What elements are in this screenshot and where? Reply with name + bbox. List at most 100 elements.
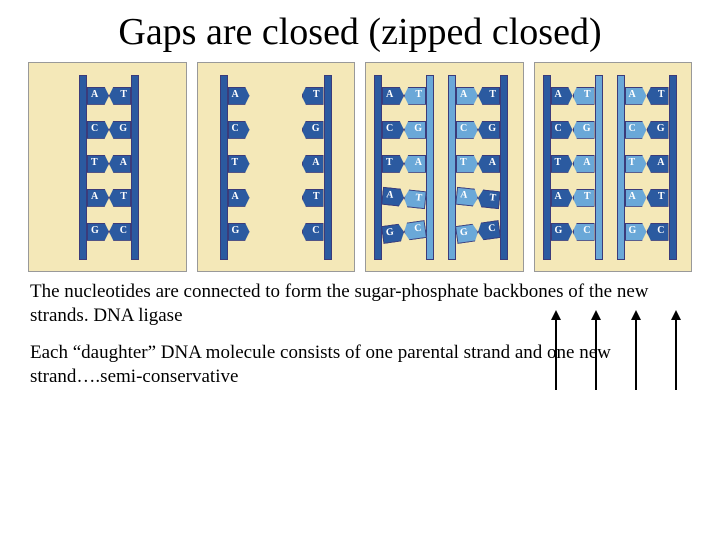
panel-1: ATCGTAATGC bbox=[28, 62, 187, 272]
base-pair: CG bbox=[382, 121, 426, 139]
base-a: A bbox=[87, 87, 109, 105]
base-left: G bbox=[228, 223, 250, 241]
base-t: T bbox=[573, 189, 595, 207]
base-t: T bbox=[109, 189, 131, 207]
arrow-up-icon bbox=[675, 318, 677, 390]
base-left: T bbox=[228, 155, 250, 173]
base-right: A bbox=[302, 155, 324, 173]
base-pair: AT bbox=[551, 189, 595, 207]
base-left: A bbox=[228, 87, 250, 105]
base-t: T bbox=[647, 189, 669, 207]
backbone-parent bbox=[79, 75, 87, 260]
result-arrows bbox=[555, 318, 677, 390]
base-t: T bbox=[403, 189, 427, 209]
base-g: G bbox=[551, 223, 573, 241]
base-a: A bbox=[302, 155, 324, 173]
base-pair: AT bbox=[87, 87, 131, 105]
base-t: T bbox=[302, 87, 324, 105]
base-c: C bbox=[403, 220, 427, 241]
base-g: G bbox=[228, 223, 250, 241]
base-c: C bbox=[228, 121, 250, 139]
backbone-new bbox=[617, 75, 625, 260]
base-t: T bbox=[647, 87, 669, 105]
base-t: T bbox=[625, 155, 647, 173]
base-pair: AT bbox=[625, 189, 669, 207]
base-pair: TA bbox=[456, 155, 500, 173]
base-t: T bbox=[302, 189, 324, 207]
base-a: A bbox=[404, 155, 426, 173]
base-pair: AT bbox=[456, 87, 500, 105]
base-pair: CG bbox=[551, 121, 595, 139]
base-g: G bbox=[647, 121, 669, 139]
base-a: A bbox=[87, 189, 109, 207]
page-title: Gaps are closed (zipped closed) bbox=[0, 0, 720, 62]
base-pair: AT bbox=[87, 189, 131, 207]
backbone-parent bbox=[543, 75, 551, 260]
base-g: G bbox=[381, 223, 405, 244]
backbone-parent bbox=[669, 75, 677, 260]
base-c: C bbox=[477, 220, 501, 241]
base-c: C bbox=[109, 223, 131, 241]
base-a: A bbox=[382, 87, 404, 105]
backbone-new bbox=[426, 75, 434, 260]
base-left: A bbox=[228, 189, 250, 207]
base-g: G bbox=[87, 223, 109, 241]
base-right: G bbox=[302, 121, 324, 139]
base-right: C bbox=[302, 223, 324, 241]
base-a: A bbox=[228, 189, 250, 207]
base-a: A bbox=[625, 189, 647, 207]
base-c: C bbox=[573, 223, 595, 241]
base-c: C bbox=[647, 223, 669, 241]
base-a: A bbox=[456, 87, 478, 105]
base-pair: CG bbox=[625, 121, 669, 139]
base-pair: CG bbox=[456, 121, 500, 139]
base-a: A bbox=[551, 189, 573, 207]
base-a: A bbox=[478, 155, 500, 173]
base-g: G bbox=[478, 121, 500, 139]
base-a: A bbox=[455, 187, 479, 207]
base-pair: GC bbox=[87, 223, 131, 241]
base-pair: TA bbox=[87, 155, 131, 173]
base-a: A bbox=[109, 155, 131, 173]
base-c: C bbox=[551, 121, 573, 139]
base-pair: TA bbox=[625, 155, 669, 173]
base-a: A bbox=[625, 87, 647, 105]
base-c: C bbox=[302, 223, 324, 241]
base-t: T bbox=[87, 155, 109, 173]
base-g: G bbox=[302, 121, 324, 139]
arrow-up-icon bbox=[595, 318, 597, 390]
base-pair: GC bbox=[625, 223, 669, 241]
backbone-new bbox=[595, 75, 603, 260]
panel-4: ATCGTAATGCATCGTAATGC bbox=[534, 62, 693, 272]
base-pair: AT bbox=[551, 87, 595, 105]
base-pair: AT bbox=[382, 87, 426, 105]
base-t: T bbox=[228, 155, 250, 173]
backbone-parent bbox=[500, 75, 508, 260]
base-pair: TA bbox=[551, 155, 595, 173]
base-c: C bbox=[87, 121, 109, 139]
base-pair: TA bbox=[382, 155, 426, 173]
base-c: C bbox=[456, 121, 478, 139]
base-a: A bbox=[551, 87, 573, 105]
panel-2: ATCGTAATGC bbox=[197, 62, 356, 272]
arrow-up-icon bbox=[635, 318, 637, 390]
base-g: G bbox=[404, 121, 426, 139]
base-a: A bbox=[573, 155, 595, 173]
panel-3: ATCGTAATGCATCGTAATGC bbox=[365, 62, 524, 272]
base-t: T bbox=[109, 87, 131, 105]
base-pair: AT bbox=[625, 87, 669, 105]
base-t: T bbox=[477, 189, 501, 209]
base-g: G bbox=[573, 121, 595, 139]
base-right: T bbox=[302, 87, 324, 105]
base-right: T bbox=[302, 189, 324, 207]
base-g: G bbox=[625, 223, 647, 241]
base-g: G bbox=[455, 223, 479, 244]
base-a: A bbox=[381, 187, 405, 207]
base-t: T bbox=[478, 87, 500, 105]
base-pair: GC bbox=[551, 223, 595, 241]
backbone-parent bbox=[324, 75, 332, 260]
base-left: C bbox=[228, 121, 250, 139]
base-t: T bbox=[456, 155, 478, 173]
base-pair: CG bbox=[87, 121, 131, 139]
base-a: A bbox=[647, 155, 669, 173]
